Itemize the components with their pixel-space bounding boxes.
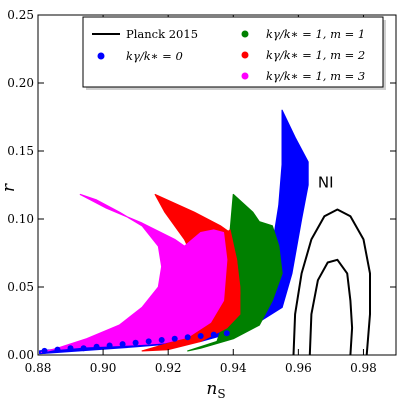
blue-dot-14 <box>223 330 230 337</box>
legend-label-k0: kγ/k∗ = 0 <box>126 49 183 63</box>
blue-dot-3 <box>80 345 87 352</box>
legend-marker-k0 <box>97 52 105 60</box>
blue-dot-2 <box>67 345 74 352</box>
legend-box <box>82 16 384 88</box>
data-areas <box>38 109 309 355</box>
planck-contours <box>292 208 371 356</box>
legend-marker-m1 <box>241 30 249 38</box>
x-tick-label-0: 0.88 <box>25 361 52 375</box>
blue-dot-markers <box>41 330 230 354</box>
y-tick-label-2: 0.10 <box>7 212 34 226</box>
blue-dot-10 <box>171 335 178 342</box>
y-tick-label-4: 0.20 <box>7 76 34 90</box>
blue-dot-11 <box>184 334 191 341</box>
x-tick-label-5: 0.98 <box>350 361 377 375</box>
y-tick-label-1: 0.05 <box>7 280 34 294</box>
y-tick-label-0: 0.00 <box>7 348 34 362</box>
x-axis-label-sub: S <box>217 387 225 401</box>
legend-marker-m2 <box>241 51 249 59</box>
blue-dot-12 <box>197 333 204 339</box>
legend-label-planck: Planck 2015 <box>126 27 198 41</box>
legend: Planck 2015 kγ/k∗ = 0 kγ/k∗ = 1, m = 1 k… <box>82 16 386 90</box>
blue-dot-4 <box>93 343 100 350</box>
blue-dot-13 <box>210 331 217 338</box>
blue-dot-7 <box>132 339 139 346</box>
contour-inner <box>308 258 354 356</box>
series-area-4 <box>40 193 228 353</box>
x-axis-label: nS <box>206 379 225 401</box>
x-tick-label-1: 0.90 <box>90 361 117 375</box>
legend-marker-m3 <box>241 72 249 80</box>
x-axis-label-main: n <box>206 379 217 399</box>
blue-dot-9 <box>158 337 165 343</box>
x-tick-label-2: 0.92 <box>155 361 182 375</box>
y-tick-label-3: 0.15 <box>7 144 34 158</box>
legend-label-m3: kγ/k∗ = 1, m = 3 <box>266 69 365 83</box>
contour-outer <box>292 208 371 356</box>
plot-frame <box>37 14 397 356</box>
blue-dot-0 <box>41 347 48 354</box>
blue-dot-1 <box>54 346 61 353</box>
legend-label-m1: kγ/k∗ = 1, m = 1 <box>266 27 365 41</box>
blue-dot-5 <box>106 342 113 349</box>
legend-label-m2: kγ/k∗ = 1, m = 2 <box>266 48 365 62</box>
blue-dot-6 <box>119 341 126 348</box>
blue-dot-8 <box>145 338 152 345</box>
x-tick-label-3: 0.94 <box>220 361 247 375</box>
ni-annotation: NI <box>318 174 334 192</box>
axis-ticks: 0.88 0.90 0.92 0.94 0.96 0.98 0.00 0.05 0.10 0.15… <box>7 8 396 375</box>
y-tick-label-5: 0.25 <box>7 8 34 22</box>
x-tick-label-4: 0.96 <box>285 361 312 375</box>
y-axis-label: r <box>0 183 19 192</box>
